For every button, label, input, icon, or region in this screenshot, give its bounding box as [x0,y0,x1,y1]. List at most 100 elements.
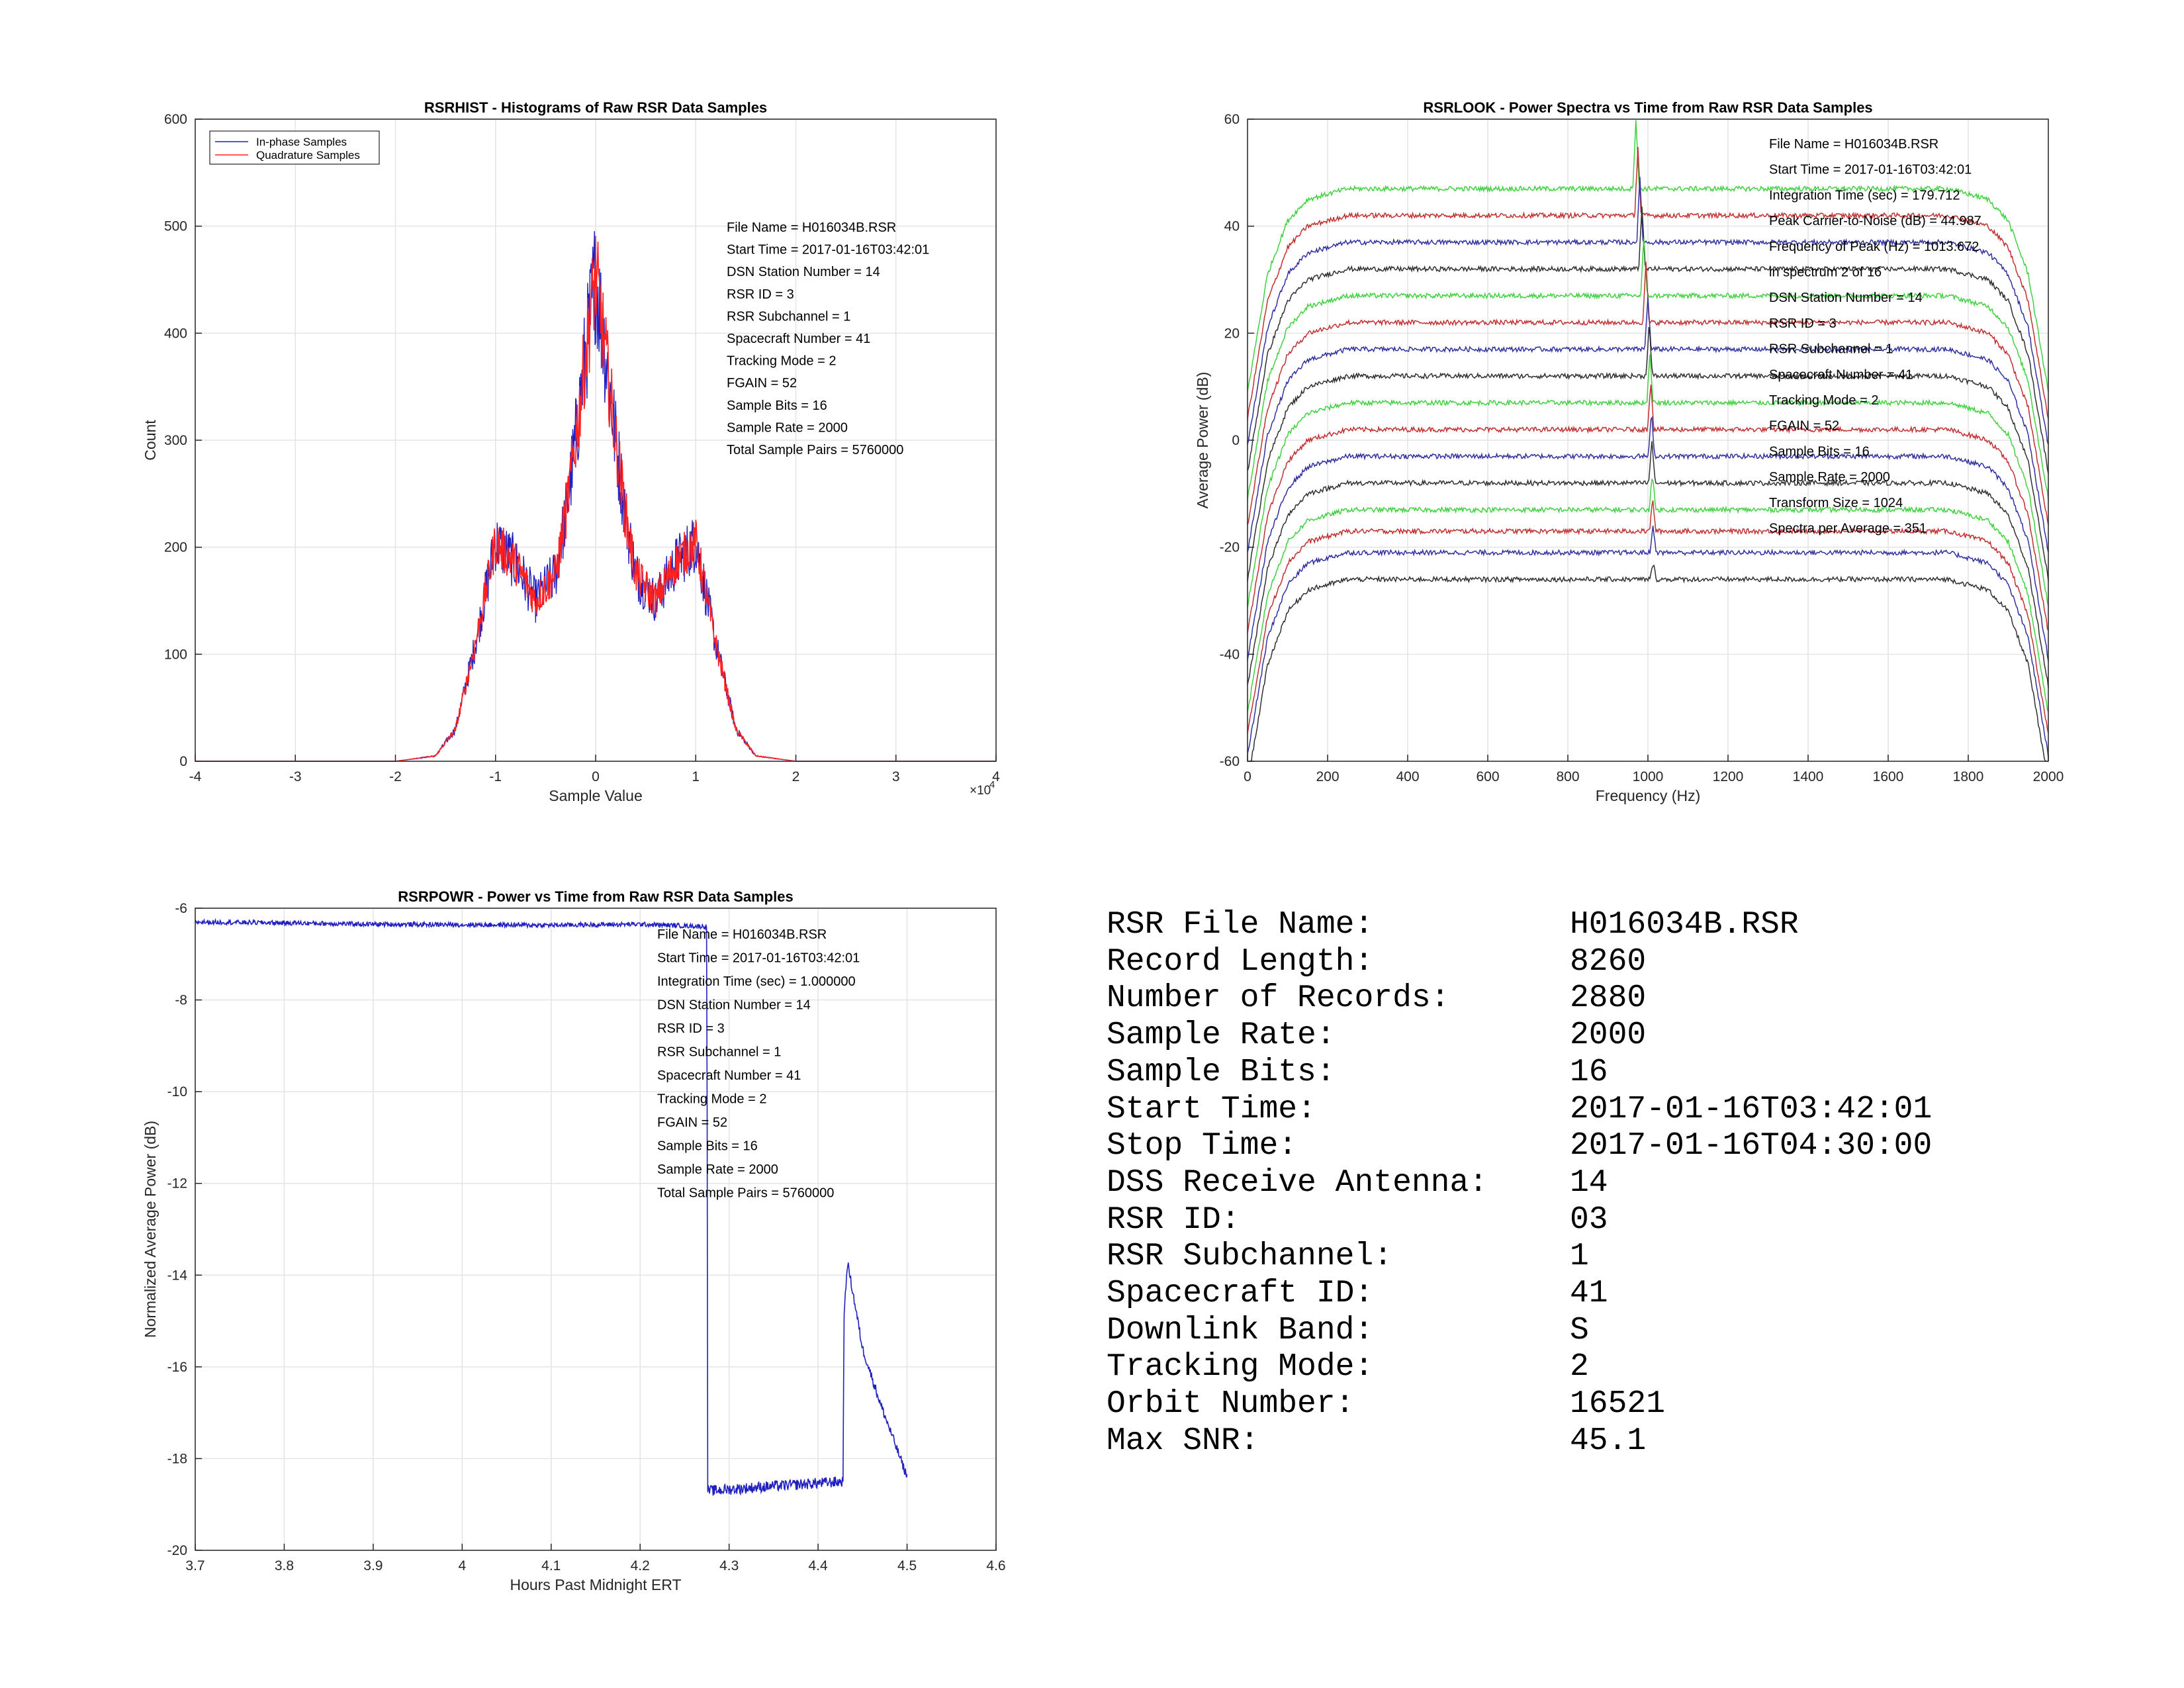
y-tick-label: -10 [167,1084,187,1100]
y-tick-label: 0 [179,754,187,769]
annotation-text: DSN Station Number = 14 [1769,291,1923,305]
summary-value: 03 [1570,1201,1608,1238]
annotation-text: Total Sample Pairs = 5760000 [727,443,903,457]
spectrum-series-16 [1248,564,2048,762]
x-tick-label: 4 [992,769,1000,784]
x-tick-label: 4.1 [541,1558,561,1573]
annotation-text: Spacecraft Number = 41 [1769,367,1913,382]
summary-value: H016034B.RSR [1570,907,1799,943]
x-tick-label: -1 [489,769,502,784]
annotation-text: Tracking Mode = 2 [1769,393,1878,408]
spectrum-series-3 [1247,177,2049,445]
x-tick-label: -2 [389,769,402,784]
y-tick-label: -18 [167,1451,187,1466]
y-tick-label: 20 [1224,326,1240,341]
x-tick-label: 1 [692,769,700,784]
summary-label: Stop Time: [1107,1128,1298,1164]
spectrum-series-11 [1247,416,2049,662]
y-tick-label: -40 [1220,647,1240,662]
annotation-text: Frequency of Peak (Hz) = 1013.672 [1769,240,1979,254]
summary-label: Sample Bits: [1107,1054,1336,1090]
y-tick-label: -14 [167,1268,188,1283]
y-tick-label: 300 [164,433,187,448]
summary-row: DSS Receive Antenna: 14 [1107,1165,1932,1202]
summary-row: RSR File Name: H016034B.RSR [1107,907,1932,944]
y-tick-label: -20 [167,1543,187,1558]
summary-value: 45.1 [1570,1423,1647,1459]
x-tick-label: 3.9 [363,1558,383,1573]
x-tick-label: -3 [289,769,302,784]
summary-row: Max SNR: 45.1 [1107,1423,1932,1460]
annotation-text: Tracking Mode = 2 [657,1092,766,1107]
spectrum-series-9 [1247,354,2049,608]
summary-label: RSR File Name: [1107,907,1374,943]
annotation-text: Sample Bits = 16 [727,399,827,413]
spectrum-series-14 [1247,500,2049,734]
summary-value: 1 [1570,1239,1589,1275]
x-tick-label: 1800 [1953,769,1984,784]
annotation-text: RSR Subchannel = 1 [1769,342,1893,357]
rsr-summary-table: RSR File Name: H016034B.RSR Record Length:… [1107,907,1932,1460]
x-tick-label: 4.2 [631,1558,650,1573]
summary-label: RSR ID: [1107,1201,1240,1238]
x-tick-label: -4 [189,769,202,784]
legend-box [209,130,380,165]
annotation-text: Spacecraft Number = 41 [727,332,870,346]
annotation-text: in spectrum 2 of 16 [1769,265,1882,280]
x-tick-label: 4 [458,1558,466,1573]
spectrum-series-15 [1247,526,2049,759]
annotation-text: File Name = H016034B.RSR [657,927,827,942]
summary-row: Spacecraft ID: 41 [1107,1276,1932,1313]
annotation-text: Sample Rate = 2000 [1769,470,1890,485]
annotation-text: Spectra per Average = 351 [1769,522,1927,536]
summary-row: Orbit Number: 16521 [1107,1386,1932,1423]
spectrum-series-1 [1247,120,2049,393]
summary-row: Sample Rate: 2000 [1107,1017,1932,1055]
summary-row: Sample Bits: 16 [1107,1055,1932,1092]
x-tick-label: 1000 [1633,769,1664,784]
summary-label: Max SNR: [1107,1423,1259,1459]
x-tick-label: 4.5 [897,1558,917,1573]
x-exponent-label: ×10 [970,784,991,798]
chart-1: -4 -3 -2 -1 0 1 2 3 4 0 100 200 300 400 500 600 RSRHIST … [142,99,1000,804]
annotation-text: Transform Size = 1024 [1769,496,1903,510]
annotation-text: Start Time = 2017-01-16T03:42:01 [1769,163,1972,177]
y-tick-label: 0 [1232,433,1240,448]
x-tick-label: 3 [892,769,900,784]
y-tick-label: 100 [164,647,187,662]
x-tick-label: 1200 [1713,769,1744,784]
y-tick-label: 200 [164,540,187,555]
spectrum-series-7 [1247,297,2049,553]
y-tick-label: 400 [164,326,187,341]
x-axis-label: Sample Value [549,787,643,804]
y-tick-label: -6 [175,901,187,916]
summary-label: Downlink Band: [1107,1312,1374,1348]
chart-title: RSRHIST - Histograms of Raw RSR Data Sam… [424,99,767,116]
summary-row: Start Time: 2017-01-16T03:42:01 [1107,1092,1932,1129]
x-tick-label: 600 [1476,769,1499,784]
summary-row: Downlink Band: S [1107,1313,1932,1350]
y-axis-label: Average Power (dB) [1194,372,1211,509]
chart-3: 3.7 3.8 3.9 4 4.1 4.2 4.3 4.4 4.5 4.6 -20 -18 -16 -14… [142,888,1006,1593]
summary-row: RSR ID: 03 [1107,1202,1932,1239]
y-tick-label: 60 [1224,112,1240,127]
annotation-text: RSR ID = 3 [1769,316,1837,331]
annotation-text: Peak Carrier-to-Noise (dB) = 44.987 [1769,214,1981,228]
x-tick-label: 200 [1316,769,1339,784]
x-tick-label: 2 [792,769,800,784]
y-tick-label: 40 [1224,219,1240,234]
y-axis-label: Normalized Average Power (dB) [142,1121,159,1338]
plot-frame [1247,118,2049,762]
annotation-text: Start Time = 2017-01-16T03:42:01 [727,243,929,258]
y-tick-label: -8 [175,993,187,1008]
x-tick-label: 3.8 [275,1558,294,1573]
y-tick-label: -12 [167,1176,187,1192]
x-axis-label: Frequency (Hz) [1596,787,1700,804]
summary-label: Spacecraft ID: [1107,1276,1374,1312]
summary-row: RSR Subchannel: 1 [1107,1239,1932,1276]
legend-entry: In-phase Samples [256,136,347,148]
summary-label: Orbit Number: [1107,1386,1355,1423]
x-tick-label: 1600 [1873,769,1904,784]
plot-frame [195,118,997,762]
summary-value: 2 [1570,1349,1589,1385]
